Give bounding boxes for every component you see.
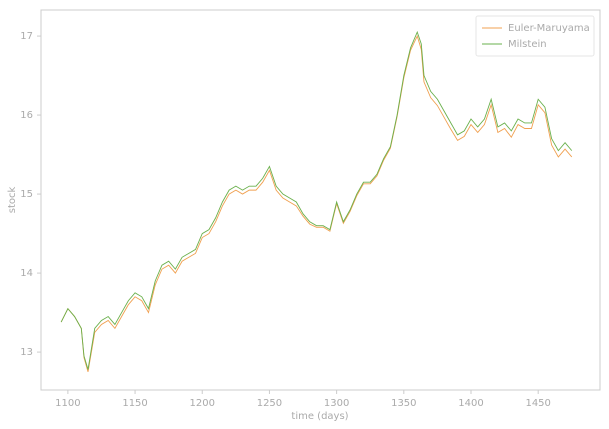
y-tick-label: 17 xyxy=(20,31,33,42)
y-axis-label: stock xyxy=(7,187,18,214)
y-tick-label: 15 xyxy=(20,189,33,200)
x-axis-label: time (days) xyxy=(291,411,348,422)
y-tick-label: 14 xyxy=(20,268,33,279)
series-line xyxy=(60,34,573,372)
x-tick-label: 1350 xyxy=(391,398,416,409)
legend-box xyxy=(475,15,595,57)
y-tick-label: 13 xyxy=(20,347,33,358)
y-tick-label: 16 xyxy=(20,110,33,121)
x-tick-label: 1150 xyxy=(122,398,147,409)
legend-label: Euler-Maruyama xyxy=(508,23,590,34)
x-tick-label: 1200 xyxy=(190,398,215,409)
plot-frame xyxy=(40,9,601,391)
x-tick-label: 1250 xyxy=(257,398,282,409)
x-tick-label: 1450 xyxy=(525,398,550,409)
x-tick-label: 1100 xyxy=(55,398,80,409)
x-tick-label: 1300 xyxy=(324,398,349,409)
legend-label: Milstein xyxy=(508,39,547,50)
series-line xyxy=(60,30,573,370)
x-tick-label: 1400 xyxy=(458,398,483,409)
